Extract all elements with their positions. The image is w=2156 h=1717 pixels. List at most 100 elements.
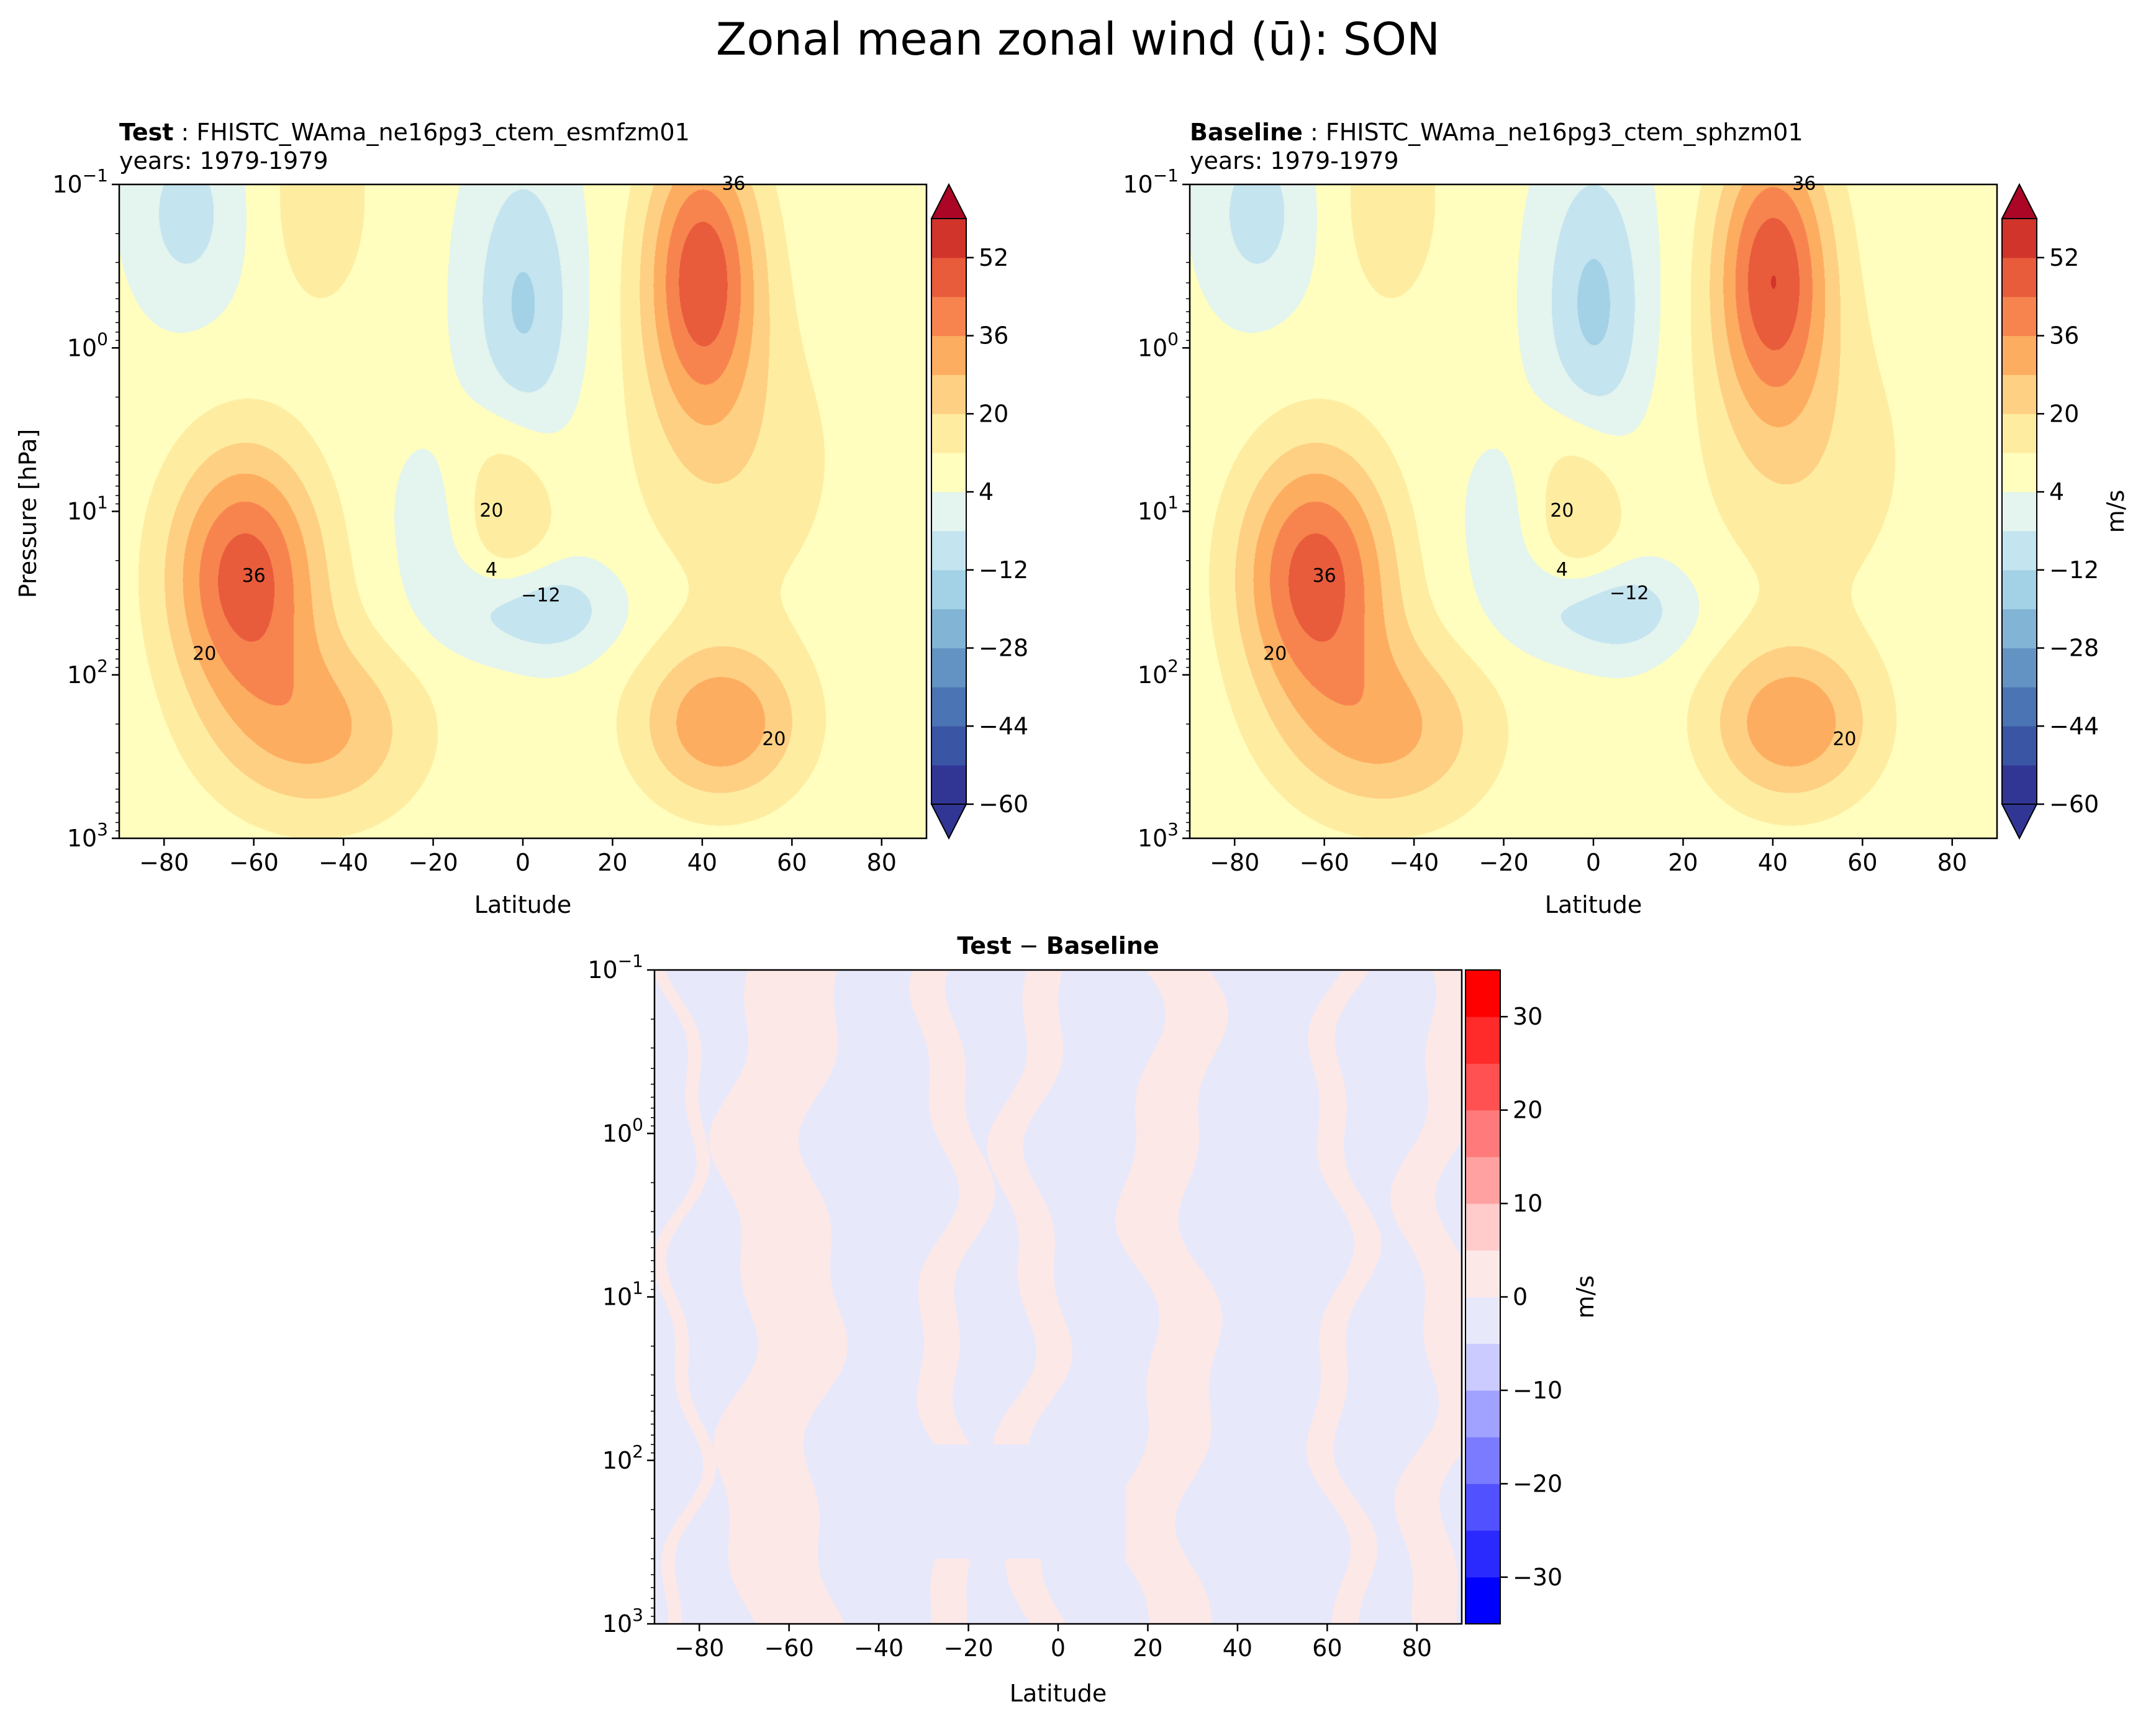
colorbar-segment xyxy=(1465,1530,1500,1578)
x-tick-label: −20 xyxy=(1479,849,1528,876)
x-tick-label: 60 xyxy=(1312,1634,1342,1662)
test-panel-title: Test : FHISTC_WAma_ne16pg3_ctem_esmfzm01 xyxy=(119,119,690,146)
x-tick-label: 20 xyxy=(1668,849,1698,876)
colorbar-tick-label: −28 xyxy=(979,635,1028,662)
colorbar-tick-label: 52 xyxy=(2049,244,2079,271)
contour-label: −12 xyxy=(521,584,560,606)
contour-label: 20 xyxy=(1263,643,1287,664)
colorbar-segment xyxy=(2002,569,2037,610)
contour-label: 20 xyxy=(479,500,503,522)
x-tick-label: 20 xyxy=(597,849,627,876)
colorbar-segment xyxy=(1465,1063,1500,1111)
colorbar-segment xyxy=(2002,335,2037,375)
x-tick-label: −80 xyxy=(1210,849,1259,876)
x-tick-label: 40 xyxy=(1758,849,1788,876)
colorbar-segment xyxy=(931,257,966,297)
colorbar-segment xyxy=(931,609,966,649)
difference-axes: −80 −60 −40 −20 0 20 40 60 80 10−1 100 101 102 103 xyxy=(587,951,1463,1662)
colorbar-segment xyxy=(2002,609,2037,649)
x-tick-label: −20 xyxy=(943,1634,993,1662)
colorbar-tick-label: −20 xyxy=(1513,1470,1562,1497)
baseline-axes: −80 −60 −40 −20 0 20 40 60 80 10−1 100 101 102 103 xyxy=(1123,165,1998,876)
contour-label: 20 xyxy=(192,643,216,664)
x-tick-label: 0 xyxy=(515,849,530,876)
x-tick-label: −60 xyxy=(1300,849,1349,876)
baseline-colorbar: −60 −44 −28 −12 4 20 36 52 m/s xyxy=(2001,183,2129,840)
colorbar-segment xyxy=(2002,687,2037,727)
test-title-bold: Test xyxy=(119,119,173,146)
test-title-rest: : FHISTC_WAma_ne16pg3_ctem_esmfzm01 xyxy=(173,119,689,146)
y-tick-label: 10−1 xyxy=(52,165,108,198)
x-tick-label: 60 xyxy=(1847,849,1877,876)
x-tick-label: −40 xyxy=(854,1634,904,1662)
y-tick-label: 101 xyxy=(602,1278,643,1311)
colorbar-segment xyxy=(1465,1203,1500,1251)
y-tick-label: 103 xyxy=(602,1605,643,1638)
colorbar-segment xyxy=(931,648,966,687)
y-tick-label: 101 xyxy=(67,492,108,525)
contour-label: 4 xyxy=(486,559,497,581)
colorbar-tick-label: 36 xyxy=(979,322,1008,350)
colorbar-tick-label: 52 xyxy=(979,244,1008,271)
colorbar-frame xyxy=(2001,218,2037,805)
y-tick-label: 102 xyxy=(1138,656,1179,689)
x-tick-label: −60 xyxy=(764,1634,814,1662)
x-tick-label: 40 xyxy=(687,849,717,876)
colorbar-segment xyxy=(2002,726,2037,766)
x-tick-label: 80 xyxy=(1402,1634,1432,1662)
y-tick-label: 100 xyxy=(602,1114,643,1147)
x-tick-label: 80 xyxy=(1937,849,1967,876)
colorbar-segment xyxy=(931,335,966,375)
colorbar-extend-bottom xyxy=(2001,804,2038,840)
colorbar-segment xyxy=(1465,1437,1500,1484)
difference-colorbar: −30 −20 −10 0 10 20 30 m/s xyxy=(1465,969,1599,1624)
baseline-panel-title: Baseline : FHISTC_WAma_ne16pg3_ctem_sphz… xyxy=(1190,119,1803,146)
colorbar-segment xyxy=(2002,257,2037,297)
colorbar-tick-label: 36 xyxy=(2049,322,2079,350)
colorbar-segment xyxy=(2002,648,2037,687)
colorbar-segment xyxy=(1465,1110,1500,1158)
colorbar-segment xyxy=(2002,219,2037,258)
colorbar-segment xyxy=(2002,414,2037,453)
field-image xyxy=(1190,184,1997,838)
colorbar-segment xyxy=(1465,1484,1500,1531)
colorbar-tick-label: −44 xyxy=(979,712,1028,740)
baseline-panel-subtitle: years: 1979-1979 xyxy=(1190,147,1399,174)
difference-title-test: Test xyxy=(957,932,1011,959)
contour-label: 36 xyxy=(242,565,266,587)
colorbar-segment xyxy=(2002,453,2037,492)
colorbar-segment xyxy=(1465,1017,1500,1064)
test-panel: Test : FHISTC_WAma_ne16pg3_ctem_esmfzm01… xyxy=(14,119,1028,918)
colorbar-segment xyxy=(2002,492,2037,532)
colorbar-segment xyxy=(1465,1250,1500,1297)
y-tick-label: 10−1 xyxy=(1123,165,1179,198)
x-tick-label: 80 xyxy=(867,849,897,876)
baseline-title-rest: : FHISTC_WAma_ne16pg3_ctem_sphzm01 xyxy=(1303,119,1803,146)
figure-title: Zonal mean zonal wind (ū): SON xyxy=(716,13,1440,65)
test-axes: −80 −60 −40 −20 0 20 40 60 80 10−1 100 101 102 103 xyxy=(52,165,928,876)
y-tick-label: 100 xyxy=(67,328,108,361)
colorbar-segment xyxy=(1465,970,1500,1017)
y-tick-label: 100 xyxy=(1138,328,1179,361)
colorbar-tick-label: −30 xyxy=(1513,1564,1562,1591)
contour-label: 20 xyxy=(1550,500,1574,522)
baseline-x-axis-label: Latitude xyxy=(1545,891,1642,918)
baseline-panel: Baseline : FHISTC_WAma_ne16pg3_ctem_sphz… xyxy=(1123,119,2129,918)
colorbar-segment xyxy=(931,296,966,337)
y-tick-label: 102 xyxy=(602,1441,643,1474)
y-tick-label: 103 xyxy=(1138,819,1179,852)
colorbar-tick-label: 20 xyxy=(1513,1097,1542,1124)
colorbar-tick-label: −60 xyxy=(979,791,1028,818)
colorbar-tick-label: −10 xyxy=(1513,1377,1562,1404)
colorbar-extend-top xyxy=(2001,183,2038,219)
colorbar-label: m/s xyxy=(2102,490,2129,533)
colorbar-tick-label: −28 xyxy=(2049,635,2099,662)
y-tick-label: 10−1 xyxy=(587,951,643,984)
test-colorbar: −60 −44 −28 −12 4 20 36 52 xyxy=(930,183,1028,840)
x-tick-label: −80 xyxy=(139,849,189,876)
colorbar-tick-label: −60 xyxy=(2049,791,2099,818)
colorbar-segment xyxy=(931,726,966,766)
x-tick-label: −20 xyxy=(408,849,458,876)
x-tick-label: −80 xyxy=(674,1634,724,1662)
